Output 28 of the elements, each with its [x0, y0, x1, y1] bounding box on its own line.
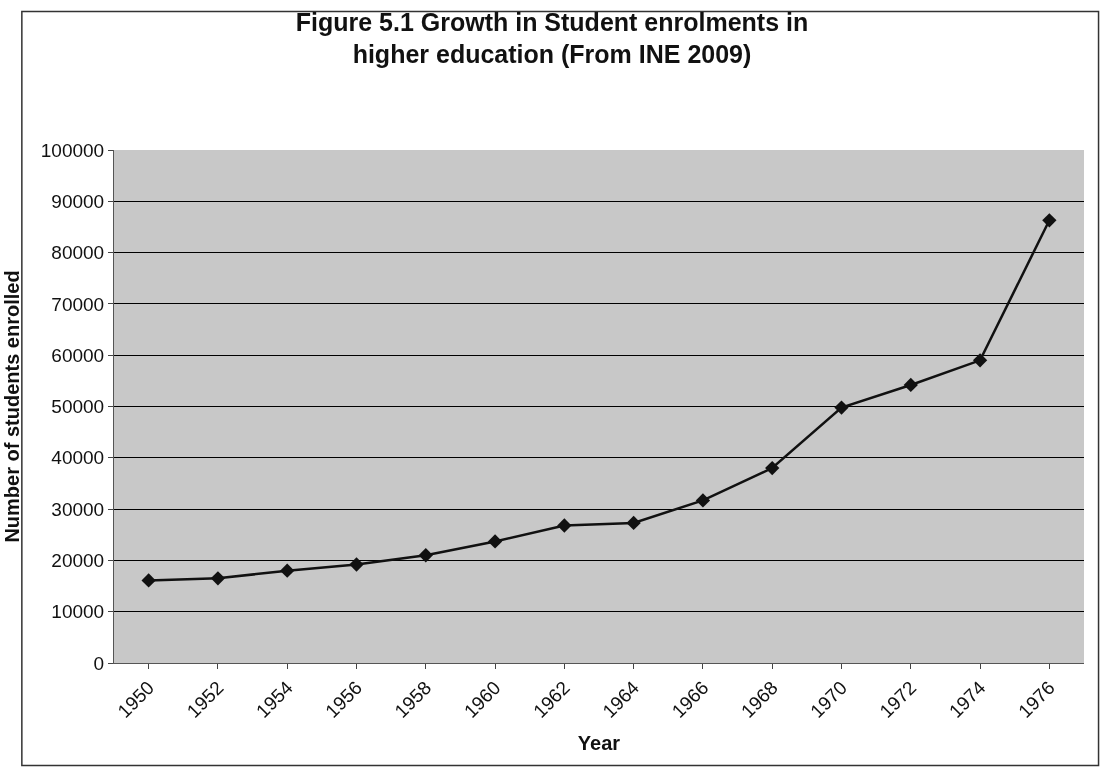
- y-tick-label: 80000: [51, 242, 105, 264]
- point: [695, 493, 711, 508]
- point: [280, 563, 295, 578]
- point: [972, 353, 988, 368]
- chart-title: Figure 5.1 Growth in Student enrolments in higher education (From INE 2009): [295, 7, 809, 69]
- y-tick-label: 50000: [51, 396, 105, 418]
- point: [487, 534, 503, 549]
- point: [557, 518, 572, 533]
- x-axis-title: Year: [577, 732, 621, 755]
- y-tick-label: 60000: [51, 344, 105, 366]
- y-axis-title: Number of students enrolled: [1, 270, 24, 543]
- point: [1042, 213, 1057, 228]
- y-tick-label: 0: [93, 652, 105, 674]
- point: [418, 548, 433, 563]
- point: [626, 515, 641, 531]
- y-tick-label: 10000: [51, 601, 105, 623]
- y-tick-label: 30000: [51, 498, 105, 520]
- point: [349, 557, 364, 572]
- point: [210, 571, 226, 586]
- point: [834, 400, 849, 415]
- point: [141, 573, 156, 588]
- y-tick-label: 70000: [51, 293, 105, 315]
- y-tick-label: 90000: [51, 190, 105, 212]
- point: [765, 460, 780, 476]
- y-tick-label: 20000: [51, 550, 105, 572]
- y-tick-label: 40000: [51, 447, 105, 469]
- point: [903, 377, 918, 393]
- y-tick-label: 100000: [40, 139, 105, 161]
